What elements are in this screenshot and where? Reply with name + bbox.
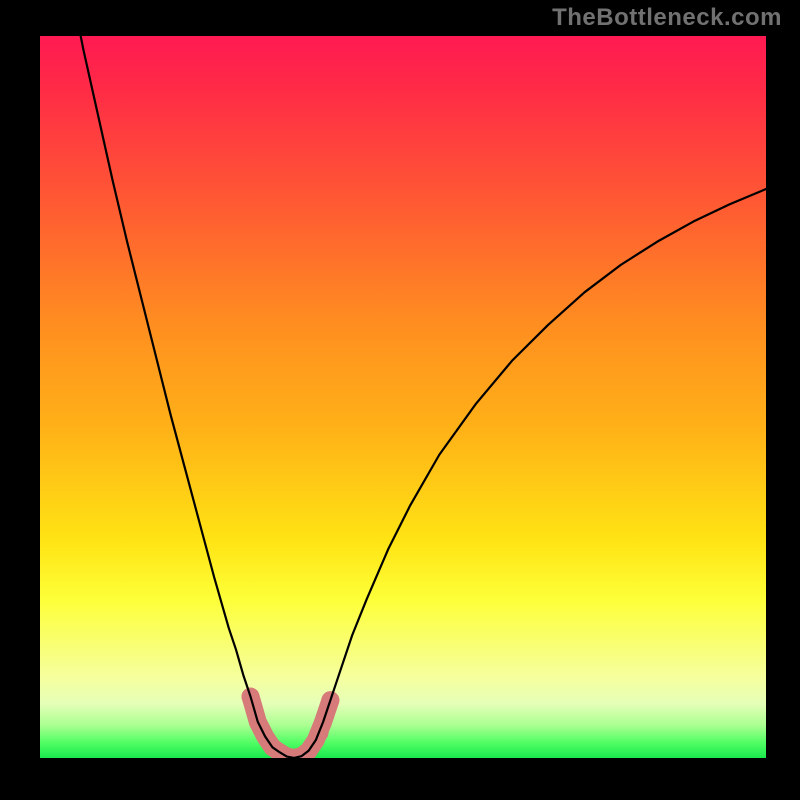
plot-svg <box>40 36 766 758</box>
watermark-label: TheBottleneck.com <box>552 4 782 32</box>
plot-background <box>40 36 766 758</box>
chart-root: TheBottleneck.com <box>0 0 800 800</box>
